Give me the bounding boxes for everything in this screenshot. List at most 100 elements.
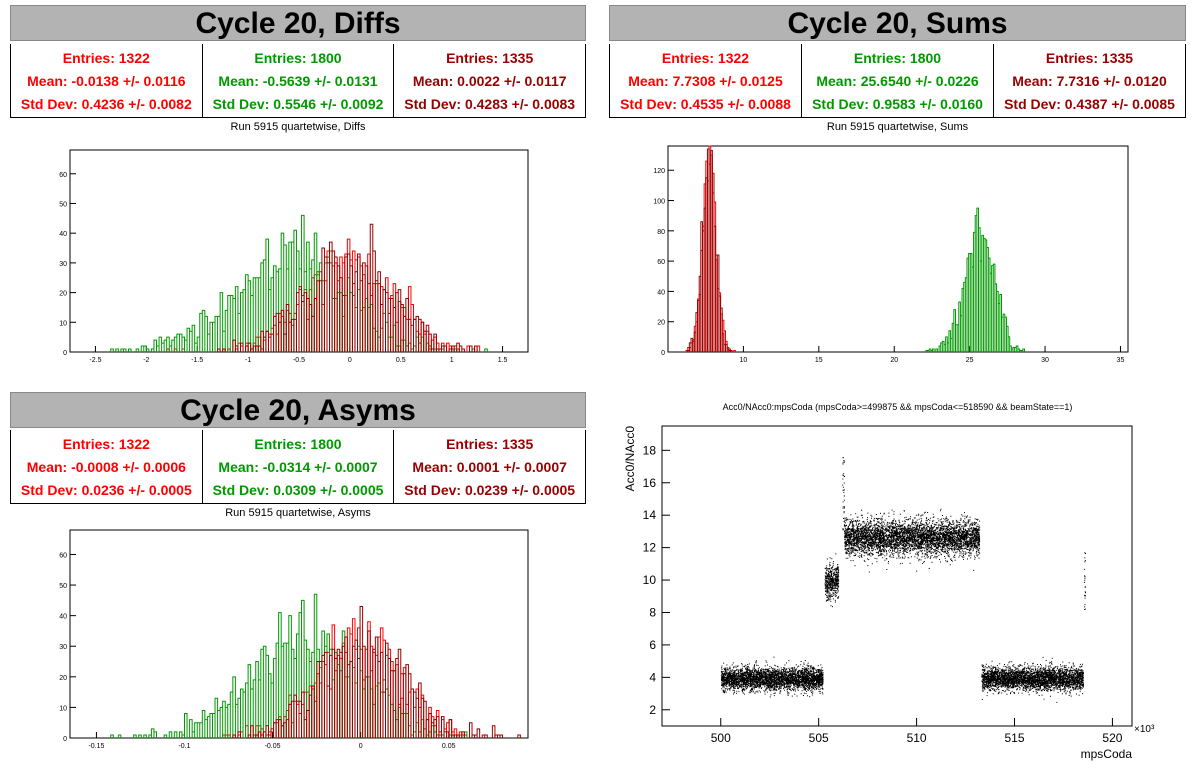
hist-series-1 — [110, 593, 468, 738]
hist-series-1 — [110, 214, 488, 352]
scatter-title: Acc0/NAcc0:mpsCoda (mpsCoda>=499875 && m… — [722, 402, 1073, 412]
x-scale-label: ×10³ — [1134, 724, 1155, 735]
y-tick-label: 40 — [657, 289, 665, 296]
y-tick-label: 10 — [59, 705, 67, 712]
mean-label: Mean: -0.0138 +/- 0.0116 — [27, 72, 186, 89]
x-tick-label: 510 — [907, 731, 927, 745]
x-tick-label: 0.5 — [396, 357, 406, 364]
sums-stats-series-1: Entries: 1800 Mean: 25.6540 +/- 0.0226 S… — [802, 44, 994, 117]
scatter-plot: 2 4 6 8 10 12 14 16 18 500 505 510 515 520 ×10³ mpsCoda… — [623, 425, 1155, 761]
y-tick-label: 18 — [643, 443, 657, 457]
diffs-title: Cycle 20, Diffs — [10, 5, 586, 41]
asyms-stats-series-0: Entries: 1322 Mean: -0.0008 +/- 0.0006 S… — [11, 430, 203, 503]
hist-series-0 — [222, 618, 498, 738]
y-tick-label: 0 — [661, 350, 665, 357]
x-tick-label: -1 — [245, 357, 251, 364]
std-label: Std Dev: 0.9583 +/- 0.0160 — [812, 95, 983, 112]
x-tick-label: -2.5 — [89, 357, 101, 364]
x-tick-label: 0 — [348, 357, 352, 364]
x-tick-label: -0.5 — [293, 357, 305, 364]
y-tick-label: 10 — [643, 573, 657, 587]
x-axis-label: mpsCoda — [1081, 747, 1133, 761]
std-label: Std Dev: 0.0309 +/- 0.0005 — [212, 481, 384, 498]
entries-label: Entries: 1800 — [254, 435, 342, 452]
hist-series-2 — [687, 148, 733, 352]
sums-stats-series-0: Entries: 1322 Mean: 7.7308 +/- 0.0125 St… — [610, 44, 802, 117]
y-tick-label: 20 — [59, 675, 67, 682]
y-tick-label: 40 — [59, 614, 67, 621]
y-tick-label: 120 — [653, 168, 665, 175]
entries-label: Entries: 1335 — [446, 435, 534, 452]
std-label: Std Dev: 0.0239 +/- 0.0005 — [404, 481, 576, 498]
y-tick-label: 2 — [649, 703, 656, 717]
sums-stats: Entries: 1322 Mean: 7.7308 +/- 0.0125 St… — [609, 44, 1186, 118]
y-axis-label: Acc0/NAcc0 — [623, 426, 637, 492]
entries-label: Entries: 1800 — [254, 49, 342, 66]
std-label: Std Dev: 0.5546 +/- 0.0092 — [212, 95, 384, 112]
y-tick-label: 100 — [653, 199, 665, 206]
x-tick-label: -2 — [143, 357, 149, 364]
x-tick-label: 15 — [815, 357, 823, 364]
diffs-stats-series-1: Entries: 1800 Mean: -0.5639 +/- 0.0131 S… — [203, 44, 395, 117]
mean-label: Mean: 0.0001 +/- 0.0007 — [412, 458, 567, 475]
x-tick-label: 520 — [1102, 731, 1122, 745]
x-tick-label: -0.1 — [178, 743, 190, 750]
y-tick-label: 60 — [657, 259, 665, 266]
asyms-stats-series-2: Entries: 1335 Mean: 0.0001 +/- 0.0007 St… — [394, 430, 585, 503]
y-tick-label: 30 — [59, 644, 67, 651]
x-tick-label: -0.05 — [265, 743, 281, 750]
diffs-stats-series-0: Entries: 1322 Mean: -0.0138 +/- 0.0116 S… — [11, 44, 203, 117]
std-label: Std Dev: 0.0236 +/- 0.0005 — [20, 481, 192, 498]
asyms-subtitle: Run 5915 quartetwise, Asyms — [225, 507, 371, 519]
hist-series-1 — [925, 207, 1025, 352]
sums-title: Cycle 20, Sums — [609, 5, 1186, 41]
y-tick-label: 6 — [649, 638, 656, 652]
std-label: Std Dev: 0.4283 +/- 0.0083 — [404, 95, 576, 112]
y-tick-label: 20 — [657, 320, 665, 327]
entries-label: Entries: 1322 — [661, 49, 750, 66]
y-tick-label: 60 — [59, 552, 67, 559]
entries-label: Entries: 1322 — [62, 49, 150, 66]
y-tick-label: 30 — [59, 261, 67, 268]
x-tick-label: 1 — [450, 357, 454, 364]
mean-label: Mean: 25.6540 +/- 0.0226 — [816, 72, 979, 89]
plot-frame — [661, 425, 1133, 727]
asyms-histogram: 0 10 20 30 40 50 60 -0.15 -0.1 -0.05 0 0.05 — [59, 529, 529, 750]
x-tick-label: 35 — [1117, 357, 1125, 364]
asyms-stats: Entries: 1322 Mean: -0.0008 +/- 0.0006 S… — [10, 430, 586, 504]
mean-label: Mean: 7.7308 +/- 0.0125 — [628, 72, 783, 89]
x-tick-label: -0.15 — [88, 743, 104, 750]
y-tick-label: 80 — [657, 229, 665, 236]
hist-series-0 — [166, 238, 481, 352]
hist-series-2 — [217, 223, 478, 352]
x-tick-label: 0 — [359, 743, 363, 750]
entries-label: Entries: 1335 — [446, 49, 534, 66]
x-tick-label: 20 — [890, 357, 898, 364]
mean-label: Mean: -0.5639 +/- 0.0131 — [218, 72, 378, 89]
x-tick-label: 500 — [711, 731, 731, 745]
std-label: Std Dev: 0.4387 +/- 0.0085 — [1004, 95, 1175, 112]
std-label: Std Dev: 0.4535 +/- 0.0088 — [620, 95, 791, 112]
y-tick-label: 4 — [649, 670, 656, 684]
asyms-title: Cycle 20, Asyms — [10, 392, 586, 428]
y-tick-label: 10 — [59, 320, 67, 327]
diffs-subtitle: Run 5915 quartetwise, Diffs — [230, 121, 366, 133]
diffs-stats-series-2: Entries: 1335 Mean: 0.0022 +/- 0.0117 St… — [394, 44, 585, 117]
x-tick-label: 25 — [966, 357, 974, 364]
entries-label: Entries: 1800 — [853, 49, 942, 66]
std-label: Std Dev: 0.4236 +/- 0.0082 — [20, 95, 192, 112]
y-tick-label: 8 — [649, 605, 656, 619]
x-tick-label: 505 — [809, 731, 829, 745]
mean-label: Mean: -0.0008 +/- 0.0006 — [26, 458, 186, 475]
y-tick-label: 16 — [643, 476, 657, 490]
sums-stats-series-2: Entries: 1335 Mean: 7.7316 +/- 0.0120 St… — [994, 44, 1185, 117]
x-tick-label: 515 — [1004, 731, 1024, 745]
diffs-histogram: 0 10 20 30 40 50 60 -2.5 -2 -1.5 -1 -0.5 0 0.5 1 1.5 — [59, 149, 529, 364]
x-tick-label: 0.05 — [442, 743, 456, 750]
y-tick-label: 0 — [63, 350, 67, 357]
x-tick-label: 30 — [1041, 357, 1049, 364]
x-tick-label: -1.5 — [191, 357, 203, 364]
hist-series-0 — [685, 145, 736, 352]
y-tick-label: 14 — [643, 508, 657, 522]
x-tick-label: 10 — [740, 357, 748, 364]
